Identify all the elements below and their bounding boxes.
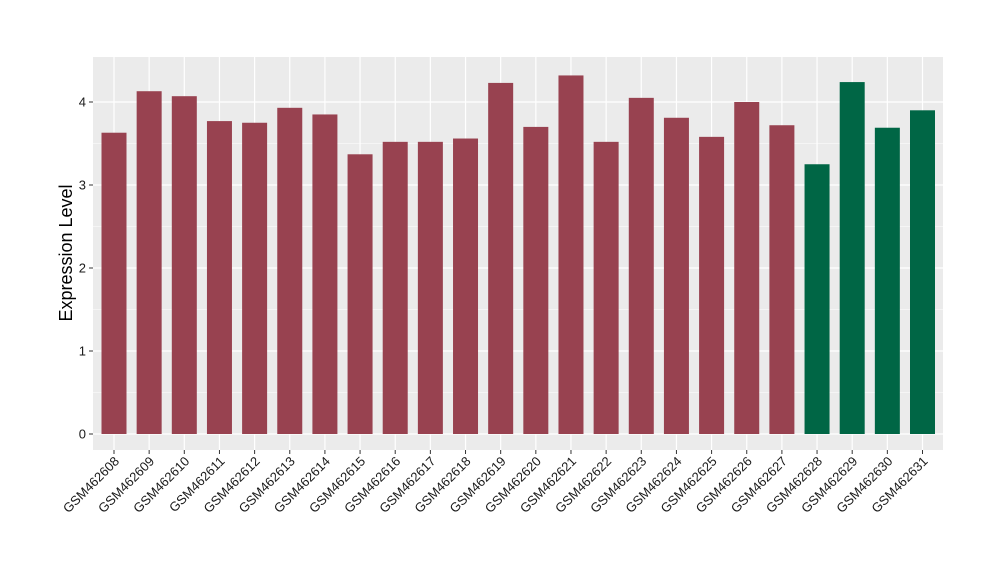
bar-GSM462624	[663, 117, 689, 435]
y-tick-label: 3	[79, 178, 86, 193]
bar-GSM462628	[804, 164, 830, 434]
bar-GSM462613	[277, 107, 303, 434]
bars	[101, 75, 935, 435]
y-tick-label: 1	[79, 344, 86, 359]
x-axis: GSM462608GSM462609GSM462610GSM462611GSM4…	[60, 450, 931, 516]
bar-GSM462609	[136, 91, 162, 435]
bar-GSM462631	[910, 110, 935, 435]
bar-GSM462621	[558, 75, 584, 434]
bar-GSM462610	[171, 96, 197, 434]
bar-GSM462620	[523, 126, 549, 435]
bar-GSM462614	[312, 114, 338, 434]
bar-GSM462619	[488, 82, 514, 434]
bar-GSM462623	[628, 97, 654, 434]
y-tick-label: 4	[79, 95, 86, 110]
bar-GSM462616	[382, 141, 408, 434]
y-tick-label: 2	[79, 261, 86, 276]
y-tick-label: 0	[79, 427, 86, 442]
bar-GSM462626	[734, 102, 760, 434]
bar-GSM462612	[242, 122, 268, 434]
bar-GSM462618	[453, 138, 479, 434]
bar-GSM462611	[206, 121, 232, 434]
y-axis: 0 1 2 3 4	[79, 95, 93, 442]
bar-GSM462615	[347, 154, 373, 435]
bar-GSM462625	[699, 136, 725, 435]
y-axis-title: Expression Level	[56, 184, 76, 321]
bar-GSM462627	[769, 125, 795, 435]
bar-GSM462608	[101, 132, 127, 434]
bar-GSM462622	[593, 141, 619, 434]
plot-panel	[93, 57, 943, 450]
bar-GSM462630	[874, 127, 900, 434]
bar-GSM462629	[839, 82, 865, 434]
minor-gridlines	[93, 143, 943, 393]
bar-GSM462617	[417, 141, 443, 434]
